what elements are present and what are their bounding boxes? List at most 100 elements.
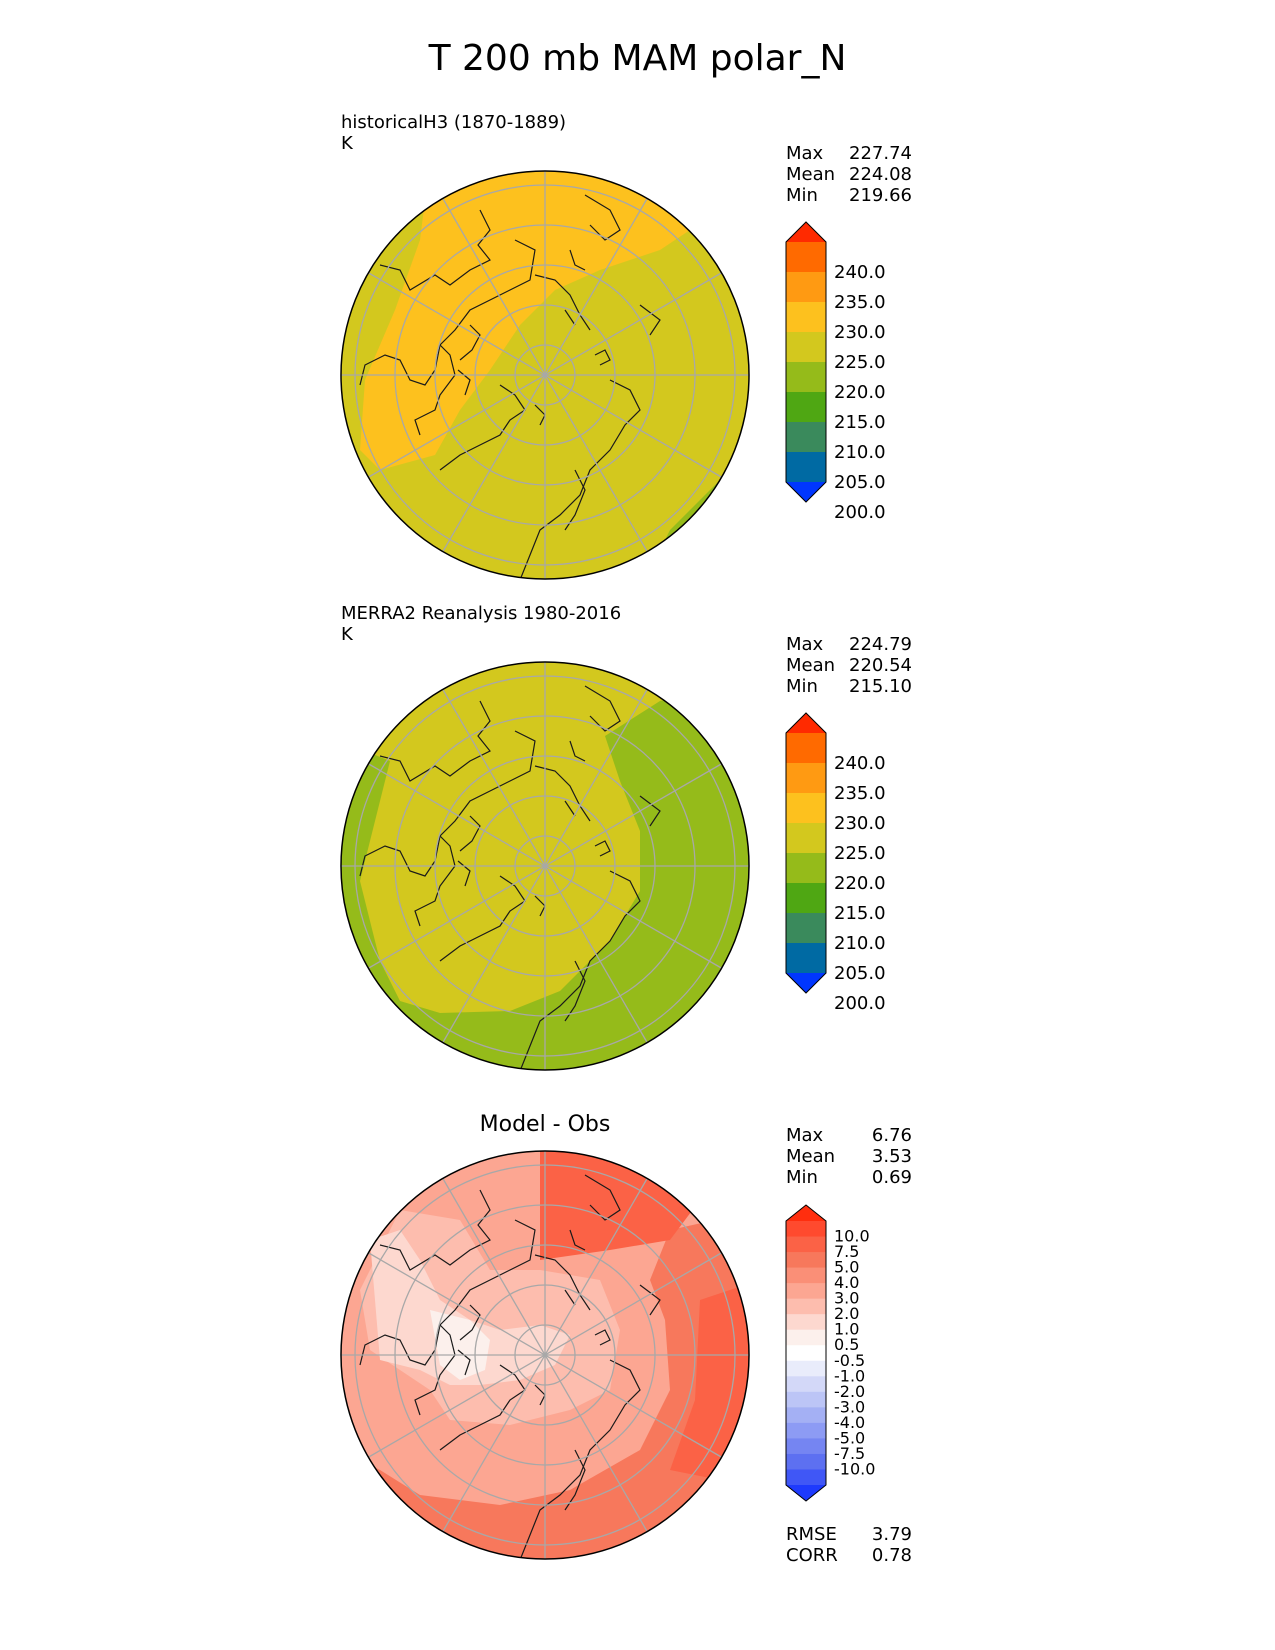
colorbar-segment [786,1283,826,1300]
colorbar-tick-label: 200.0 [834,993,886,1014]
colorbar-tick-label: 210.0 [834,442,886,463]
colorbar-extend-top [786,222,826,242]
colorbar-segment [786,242,826,273]
colorbar-tick-label: -10.0 [834,1459,875,1478]
stat-label-min: Min [786,185,818,206]
colorbar-tick-label: 4.0 [834,1273,859,1292]
colorbar-extend-top [786,713,826,733]
colorbar-segment [786,943,826,974]
colorbar-segment [786,1469,826,1486]
colorbar-tick-label: 7.5 [834,1242,859,1261]
field-band-4-5 [341,1210,749,1559]
colorbar-segment [786,733,826,764]
panel-units-obs: K [341,624,353,645]
colorbar-tick-label: 205.0 [834,963,886,984]
colorbar-segment [786,1329,826,1346]
stat-label-min: Min [786,676,818,697]
stat-value-min: 0.69 [871,1167,912,1188]
stat-value-max: 6.76 [871,1125,912,1146]
colorbar-tick-label: -1.0 [834,1366,865,1385]
stat-label-max: Max [786,634,824,655]
panel-title-diff: Model - Obs [479,1112,611,1137]
colorbar-segment [786,392,826,423]
colorbar-segment [786,332,826,363]
colorbar-segment [786,1360,826,1377]
panel-title-model: historicalH3 (1870-1889) K [341,112,566,154]
colorbar-segment [786,1438,826,1455]
graticule [341,1151,749,1559]
polar-map-model [340,170,750,580]
stat-label-corr: CORR [786,1545,838,1566]
colorbar-segment [786,1267,826,1284]
colorbar-outline [785,221,827,503]
colorbar-tick-label: 220.0 [834,382,886,403]
colorbar-tick-label: 3.0 [834,1289,859,1308]
stat-label-max: Max [786,143,824,164]
colorbar-segment [786,883,826,914]
stat-value-rmse: 3.79 [871,1524,912,1545]
colorbar-tick-label: 5.0 [834,1258,859,1277]
colorbar-tick-label: 200.0 [834,502,886,523]
colorbar-tick-label: 240.0 [834,262,886,283]
colorbar-segment [786,1345,826,1362]
colorbar-tick-label: 210.0 [834,933,886,954]
colorbar-diff: 10.07.55.04.03.02.01.00.5-0.5-1.0-2.0-3.… [785,1204,875,1502]
colorbar-segment [786,302,826,333]
colorbar-model: 240.0 235.0 230.0 225.0 220.0 215.0 210.0 205.0… [785,221,886,523]
colorbar-tick-label: -2.0 [834,1382,865,1401]
colorbar-segment [786,272,826,303]
colorbar-segment [786,1221,826,1238]
stats-model: Max 227.74 Mean 224.08 Min 219.66 [786,143,912,206]
panel-title-model-text: historicalH3 (1870-1889) [341,112,567,133]
colorbar-outline [785,712,827,994]
colorbar-obs: 240.0 235.0 230.0 225.0 220.0 215.0 210.0 205.0… [785,712,886,1014]
colorbar-extend-bottom [786,973,826,993]
colorbar-segment [786,422,826,453]
colorbar-tick-label: 240.0 [834,753,886,774]
colorbar-tick-label: 10.0 [834,1227,870,1246]
colorbar-extend-bottom [786,482,826,502]
stats-obs: Max 224.79 Mean 220.54 Min 215.10 [786,634,912,697]
colorbar-segment [786,1453,826,1470]
stat-value-min: 215.10 [849,676,912,697]
colorbar-segment [786,1252,826,1269]
figure-title: T 200 mb MAM polar_N [428,38,847,79]
graticule [341,171,749,579]
colorbar-tick-label: -0.5 [834,1351,865,1370]
stat-label-min: Min [786,1167,818,1188]
stat-label-max: Max [786,1125,824,1146]
colorbar-tick-label: -7.5 [834,1444,865,1463]
panel-title-obs-text: MERRA2 Reanalysis 1980-2016 [341,603,622,624]
colorbar-tick-label: 230.0 [834,322,886,343]
colorbar-segment [786,1298,826,1315]
colorbar-segment [786,1236,826,1253]
stat-value-mean: 3.53 [871,1146,912,1167]
colorbar-segment [786,1407,826,1424]
stat-label-rmse: RMSE [786,1524,837,1545]
polar-map-obs [340,661,750,1071]
stat-value-corr: 0.78 [871,1545,912,1566]
colorbar-segment [786,1376,826,1393]
polar-map-diff [340,1150,750,1560]
colorbar-segment [786,452,826,483]
colorbar-tick-label: 225.0 [834,352,886,373]
colorbar-segment [786,823,826,854]
colorbar-outline [785,1204,827,1502]
colorbar-tick-label: -3.0 [834,1397,865,1416]
stats-diff: Max 6.76 Mean 3.53 Min 0.69 [786,1125,912,1188]
stat-label-mean: Mean [786,164,836,185]
map-boundary [340,170,750,580]
stat-value-max: 224.79 [849,634,912,655]
colorbar-tick-label: -5.0 [834,1428,865,1447]
colorbar-extend-bottom [786,1485,826,1501]
colorbar-tick-label: 220.0 [834,873,886,894]
colorbar-segment [786,1314,826,1331]
colorbar-tick-label: 1.0 [834,1320,859,1339]
field-band-215-220 [341,681,749,1070]
colorbar-tick-label: 215.0 [834,903,886,924]
stat-value-min: 219.66 [849,185,912,206]
colorbar-tick-label: 215.0 [834,412,886,433]
colorbar-segment [786,362,826,393]
colorbar-tick-label: 0.5 [834,1335,859,1354]
colorbar-extend-top [786,1205,826,1221]
